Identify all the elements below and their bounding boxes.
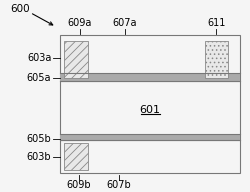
Text: 600: 600: [10, 4, 30, 14]
Bar: [60, 81, 240, 140]
Bar: [60, 140, 240, 173]
Text: 609a: 609a: [68, 18, 92, 28]
Bar: [64, 143, 88, 170]
Text: 607b: 607b: [106, 180, 131, 190]
Text: 611: 611: [207, 18, 226, 28]
Bar: [60, 73, 240, 81]
Text: 605a: 605a: [27, 73, 51, 83]
Bar: [60, 35, 240, 81]
Text: 609b: 609b: [66, 180, 91, 190]
Text: 607a: 607a: [113, 18, 137, 28]
Bar: [60, 134, 240, 140]
Bar: [205, 41, 228, 78]
Text: 603b: 603b: [26, 152, 51, 162]
Bar: [64, 41, 88, 78]
Text: 605b: 605b: [26, 134, 51, 144]
Text: 603a: 603a: [27, 53, 51, 63]
Text: 601: 601: [140, 105, 160, 115]
